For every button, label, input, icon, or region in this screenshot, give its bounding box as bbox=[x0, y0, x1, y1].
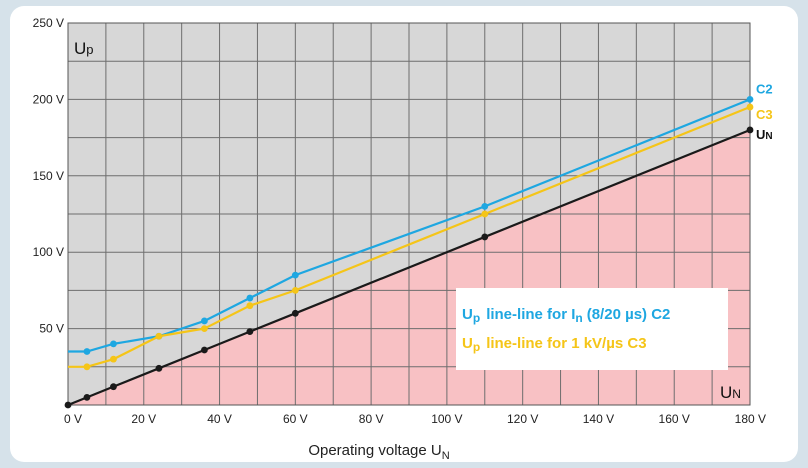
x-tick-label: 20 V bbox=[131, 412, 156, 426]
data-point bbox=[291, 287, 299, 294]
data-point bbox=[246, 302, 254, 310]
x-axis-title: Operating voltage UN bbox=[308, 442, 449, 462]
data-point bbox=[746, 103, 754, 111]
data-point bbox=[110, 355, 117, 363]
data-point bbox=[201, 317, 208, 325]
data-point bbox=[155, 364, 163, 372]
y-tick-label: 250 V bbox=[33, 16, 64, 30]
data-point bbox=[64, 401, 72, 409]
data-point bbox=[481, 233, 489, 241]
data-point bbox=[110, 383, 117, 391]
x-tick-label: 60 V bbox=[283, 412, 308, 426]
data-point bbox=[746, 126, 754, 134]
series-end-label: UN bbox=[756, 127, 773, 142]
data-point bbox=[246, 294, 254, 302]
data-point bbox=[83, 393, 91, 401]
x-tick-label: 100 V bbox=[431, 412, 462, 426]
x-tick-label: 40 V bbox=[207, 412, 232, 426]
legend-box bbox=[456, 288, 728, 370]
series-end-label: C3 bbox=[756, 107, 773, 122]
x-tick-label: 160 V bbox=[659, 412, 690, 426]
x-corner-label: UN bbox=[720, 383, 741, 402]
data-point bbox=[481, 210, 489, 218]
data-point bbox=[201, 325, 208, 332]
data-point bbox=[201, 346, 208, 354]
y-corner-label: Up bbox=[74, 39, 94, 58]
x-tick-label: 120 V bbox=[507, 412, 538, 426]
x-tick-label: 140 V bbox=[583, 412, 614, 426]
y-tick-label: 100 V bbox=[33, 245, 64, 259]
data-point bbox=[481, 202, 489, 210]
legend-entry: Up line-line for 1 kV/µs C3 bbox=[462, 335, 647, 354]
data-point bbox=[83, 363, 91, 371]
plot-border bbox=[67, 22, 751, 406]
x-tick-label: 180 V bbox=[735, 412, 766, 426]
data-point bbox=[246, 328, 254, 336]
legend-entry: Up line-line for In (8/20 µs) C2 bbox=[462, 306, 670, 325]
series-end-label: C2 bbox=[756, 81, 773, 96]
chart: C2 C3 UN 50 V 100 V 150 V 200 V 250 V 0 V 20 V 40 … bbox=[33, 16, 773, 462]
data-point bbox=[155, 332, 163, 340]
data-point bbox=[83, 348, 91, 355]
data-point bbox=[291, 309, 299, 317]
y-tick-label: 150 V bbox=[33, 169, 64, 183]
y-tick-label: 200 V bbox=[33, 92, 64, 106]
data-point bbox=[110, 340, 117, 348]
x-tick-label: 0 V bbox=[64, 412, 82, 426]
chart-card: C2 C3 UN 50 V 100 V 150 V 200 V 250 V 0 V 20 V 40 … bbox=[10, 6, 798, 462]
data-point bbox=[291, 271, 299, 279]
y-tick-label: 50 V bbox=[39, 322, 64, 336]
data-point bbox=[746, 96, 754, 103]
x-tick-label: 80 V bbox=[359, 412, 384, 426]
